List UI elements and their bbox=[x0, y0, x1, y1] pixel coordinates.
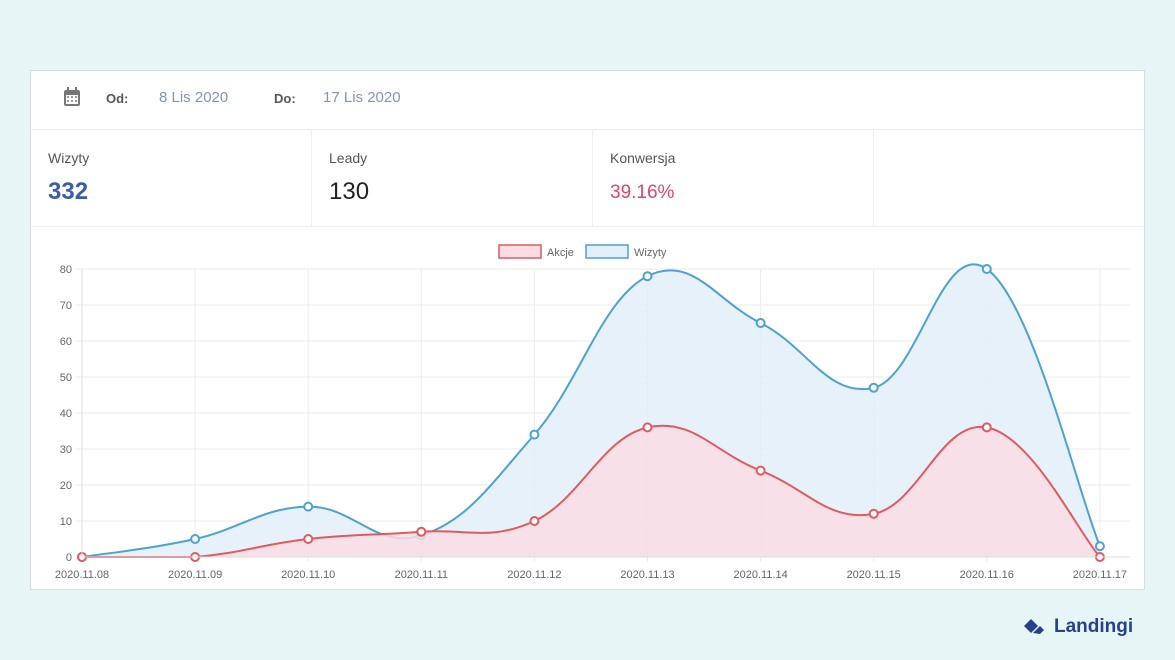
stat-label: Konwersja bbox=[610, 150, 676, 166]
stat-leads: Leady 130 bbox=[312, 130, 593, 226]
stat-conversion: Konwersja 39.16% bbox=[593, 130, 874, 226]
from-date[interactable]: 8 Lis 2020 bbox=[159, 89, 229, 106]
x-tick-label: 2020.11.16 bbox=[960, 569, 1014, 581]
x-tick-label: 2020.11.08 bbox=[55, 569, 109, 581]
y-tick-label: 10 bbox=[60, 516, 72, 528]
legend-label[interactable]: Akcje bbox=[547, 247, 574, 259]
data-point[interactable] bbox=[529, 429, 540, 440]
stat-label: Leady bbox=[329, 150, 368, 166]
y-tick-label: 0 bbox=[66, 552, 72, 564]
stat-label: Wizyty bbox=[48, 150, 90, 166]
stat-value: 130 bbox=[329, 178, 370, 205]
y-tick-label: 60 bbox=[60, 336, 72, 348]
x-tick-label: 2020.11.10 bbox=[281, 569, 335, 581]
x-tick-label: 2020.11.09 bbox=[168, 569, 222, 581]
x-tick-label: 2020.11.11 bbox=[395, 569, 448, 581]
stats-row: Wizyty 332 Leady 130 Konwersja 39.16% bbox=[31, 130, 1144, 227]
x-tick-label: 2020.11.17 bbox=[1073, 569, 1127, 581]
data-point[interactable] bbox=[868, 382, 879, 393]
brand-logo: Landingi bbox=[1022, 616, 1133, 638]
y-tick-label: 30 bbox=[60, 444, 72, 456]
y-tick-label: 20 bbox=[60, 480, 72, 492]
data-point[interactable] bbox=[416, 526, 427, 537]
data-point[interactable] bbox=[529, 516, 540, 526]
series-line-akcje bbox=[81, 424, 1101, 559]
data-point[interactable] bbox=[981, 422, 992, 433]
series-area-wizyty bbox=[82, 264, 1100, 557]
stat-value: 39.16% bbox=[610, 182, 675, 203]
from-label: Od: bbox=[106, 91, 129, 106]
data-point[interactable] bbox=[755, 318, 766, 328]
logo-icon bbox=[1024, 619, 1044, 634]
data-point[interactable] bbox=[642, 422, 653, 433]
calendar-icon[interactable] bbox=[63, 87, 81, 107]
stat-visits: Wizyty 332 bbox=[31, 130, 312, 226]
x-tick-label: 2020.11.12 bbox=[507, 569, 561, 581]
data-point[interactable] bbox=[981, 264, 992, 274]
data-point[interactable] bbox=[868, 508, 879, 519]
data-point[interactable] bbox=[190, 534, 201, 544]
y-tick-label: 40 bbox=[60, 408, 72, 420]
date-range: Od: 8 Lis 2020 Do: 17 Lis 2020 bbox=[31, 71, 1144, 130]
to-label: Do: bbox=[274, 91, 296, 106]
series-area-akcje bbox=[82, 425, 1100, 557]
x-tick-label: 2020.11.14 bbox=[733, 569, 787, 581]
data-point[interactable] bbox=[1094, 541, 1105, 552]
data-point[interactable] bbox=[303, 501, 314, 512]
legend-swatch[interactable] bbox=[585, 244, 629, 259]
x-tick-label: 2020.11.13 bbox=[620, 569, 674, 581]
data-point[interactable] bbox=[755, 465, 766, 476]
data-point[interactable] bbox=[303, 534, 314, 544]
legend-swatch[interactable] bbox=[498, 244, 542, 259]
y-tick-label: 50 bbox=[60, 372, 72, 384]
stat-value: 332 bbox=[48, 178, 89, 205]
brand-name: Landingi bbox=[1054, 616, 1134, 637]
y-tick-label: 70 bbox=[60, 300, 72, 312]
data-point[interactable] bbox=[642, 271, 653, 282]
x-tick-label: 2020.11.15 bbox=[847, 569, 901, 581]
to-date[interactable]: 17 Lis 2020 bbox=[323, 89, 401, 106]
y-tick-label: 80 bbox=[60, 264, 72, 276]
legend-label[interactable]: Wizyty bbox=[634, 247, 667, 259]
series-line-wizyty bbox=[81, 263, 1101, 558]
